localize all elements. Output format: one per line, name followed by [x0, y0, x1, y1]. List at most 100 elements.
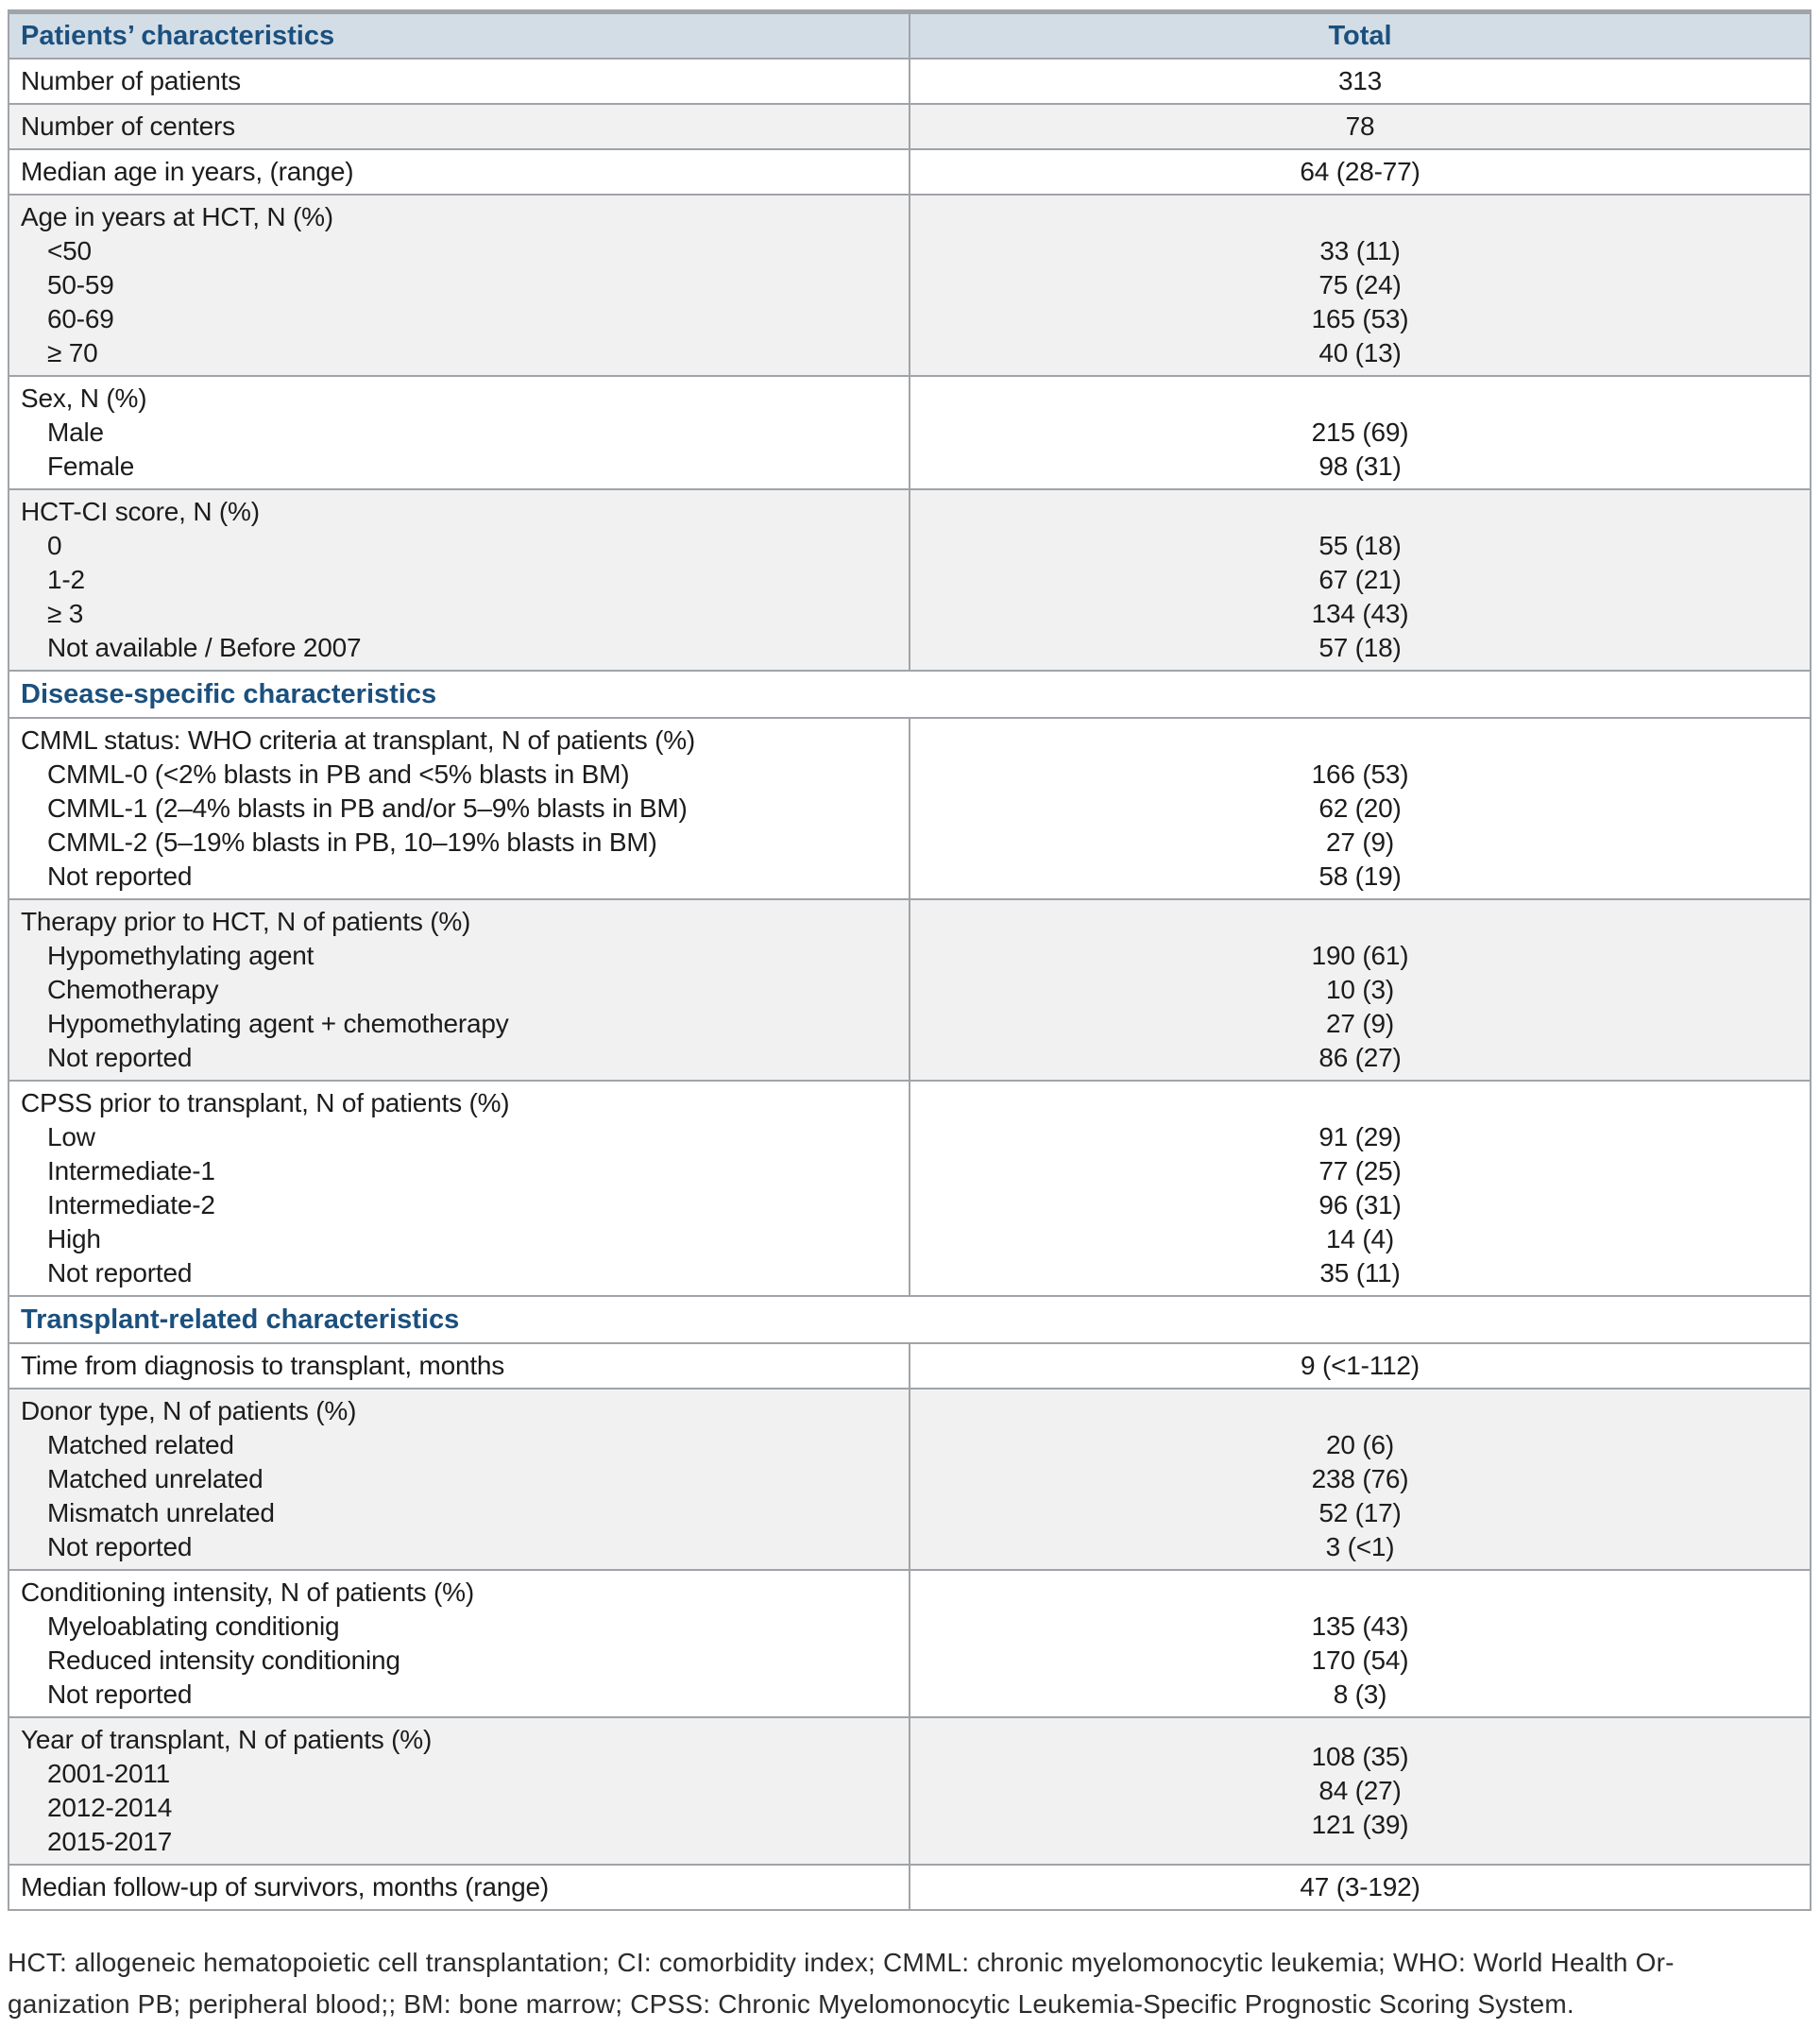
table-row: Number of centers 78	[9, 103, 1810, 148]
row-label-cell: CMML status: WHO criteria at transplant,…	[9, 719, 909, 898]
row-value: 52 (17)	[1318, 1498, 1402, 1527]
row-value: 9 (<1-112)	[1301, 1351, 1420, 1380]
section-header-row: Disease-specific characteristics	[9, 670, 1810, 717]
row-sub-label: CMML-2 (5–19% blasts in PB, 10–19% blast…	[47, 827, 657, 857]
row-value: 3 (<1)	[1325, 1532, 1395, 1561]
row-value: 134 (43)	[1311, 599, 1409, 628]
table-footnote: HCT: allogeneic hematopoietic cell trans…	[8, 1942, 1810, 2025]
row-label-cell: Age in years at HCT, N (%) <50 50-59 60-69 ≥…	[9, 196, 909, 375]
row-sub-label: Not reported	[47, 1258, 193, 1287]
row-value: 84 (27)	[1318, 1776, 1402, 1805]
table-row: Sex, N (%) Male Female 215 (69) 98 (31)	[9, 375, 1810, 488]
row-value: 62 (20)	[1318, 793, 1402, 823]
row-value: 33 (11)	[1319, 236, 1401, 265]
row-sub-label: Not reported	[47, 861, 193, 891]
row-value-spacer	[910, 905, 1810, 939]
row-value: 55 (18)	[1318, 531, 1402, 560]
row-value-cell: 108 (35) 84 (27) 121 (39)	[909, 1718, 1810, 1864]
row-sub-label: 50-59	[47, 270, 114, 299]
row-sub-label: Low	[47, 1122, 95, 1151]
row-value-spacer	[910, 1394, 1810, 1428]
row-label: Donor type, N of patients (%)	[21, 1396, 357, 1425]
row-value-cell: 190 (61) 10 (3) 27 (9) 86 (27)	[909, 900, 1810, 1080]
row-value-spacer	[910, 495, 1810, 529]
row-label: CPSS prior to transplant, N of patients …	[21, 1088, 510, 1117]
row-sub-label: 2015-2017	[47, 1827, 173, 1856]
row-sub-label: Hypomethylating agent	[47, 941, 315, 970]
row-value: 27 (9)	[1326, 827, 1394, 857]
row-sub-label: 1-2	[47, 565, 85, 594]
table-row: CPSS prior to transplant, N of patients …	[9, 1080, 1810, 1295]
row-sub-label: 0	[47, 531, 62, 560]
row-value: 58 (19)	[1318, 861, 1402, 891]
table-row: Median age in years, (range) 64 (28-77)	[9, 148, 1810, 194]
row-sub-label: Hypomethylating agent + chemotherapy	[47, 1009, 509, 1038]
row-label: Number of patients	[21, 66, 241, 95]
column-header-total-cell: Total	[909, 14, 1810, 58]
row-sub-label: 60-69	[47, 304, 114, 333]
row-sub-label: 2012-2014	[47, 1793, 173, 1822]
table-row: Year of transplant, N of patients (%) 200…	[9, 1716, 1810, 1864]
row-value: 14 (4)	[1326, 1224, 1394, 1253]
row-label-cell: Median age in years, (range)	[9, 150, 909, 194]
row-sub-label: Male	[47, 418, 104, 447]
patients-characteristics-table: Patients’ characteristics Total Number o…	[8, 9, 1811, 1911]
table-row: CMML status: WHO criteria at transplant,…	[9, 717, 1810, 898]
table-row: Age in years at HCT, N (%) <50 50-59 60-69 ≥…	[9, 194, 1810, 375]
row-sub-label: Not available / Before 2007	[47, 633, 362, 662]
row-sub-label: Not reported	[47, 1679, 193, 1709]
row-sub-label: CMML-0 (<2% blasts in PB and <5% blasts …	[47, 759, 630, 789]
row-sub-label: Chemotherapy	[47, 975, 219, 1004]
row-value: 57 (18)	[1318, 633, 1402, 662]
footnote-line-2: ganization PB; peripheral blood;; BM: bo…	[8, 1989, 1574, 2019]
row-value-cell: 91 (29) 77 (25) 96 (31) 14 (4) 35 (11)	[909, 1082, 1810, 1295]
table-row: Number of patients 313	[9, 58, 1810, 103]
row-value: 67 (21)	[1318, 565, 1402, 594]
row-label-cell: Median follow-up of survivors, months (r…	[9, 1866, 909, 1909]
row-label: Year of transplant, N of patients (%)	[21, 1725, 433, 1754]
row-value-cell: 64 (28-77)	[909, 150, 1810, 194]
row-value: 91 (29)	[1318, 1122, 1402, 1151]
row-value: 135 (43)	[1311, 1611, 1409, 1641]
row-value: 8 (3)	[1333, 1679, 1387, 1709]
row-label: Age in years at HCT, N (%)	[21, 202, 333, 231]
row-value: 35 (11)	[1319, 1258, 1401, 1287]
row-label: Median follow-up of survivors, months (r…	[21, 1872, 550, 1901]
row-sub-label: Intermediate-2	[47, 1190, 215, 1219]
row-sub-label: ≥ 3	[47, 599, 84, 628]
footnote-line-1: HCT: allogeneic hematopoietic cell trans…	[8, 1948, 1675, 1977]
row-value: 47 (3-192)	[1300, 1872, 1420, 1901]
row-value-spacer	[910, 1576, 1810, 1610]
row-label: HCT-CI score, N (%)	[21, 497, 260, 526]
row-value: 121 (39)	[1311, 1810, 1409, 1839]
row-value: 20 (6)	[1326, 1430, 1394, 1459]
table-row: Median follow-up of survivors, months (r…	[9, 1864, 1810, 1909]
row-label-cell: Number of patients	[9, 60, 909, 103]
row-value-cell: 33 (11) 75 (24) 165 (53) 40 (13)	[909, 196, 1810, 375]
row-value: 98 (31)	[1318, 452, 1402, 481]
row-sub-label: 2001-2011	[47, 1759, 171, 1788]
row-sub-label: Matched related	[47, 1430, 234, 1459]
table-row: Conditioning intensity, N of patients (%…	[9, 1569, 1810, 1716]
row-label-cell: CPSS prior to transplant, N of patients …	[9, 1082, 909, 1295]
row-sub-label: <50	[47, 236, 92, 265]
row-value: 170 (54)	[1311, 1645, 1409, 1675]
table-row: HCT-CI score, N (%) 0 1-2 ≥ 3 Not available …	[9, 488, 1810, 670]
row-sub-label: CMML-1 (2–4% blasts in PB and/or 5–9% bl…	[47, 793, 688, 823]
row-sub-label: High	[47, 1224, 101, 1253]
row-value-spacer	[910, 1086, 1810, 1120]
row-value: 108 (35)	[1311, 1742, 1409, 1771]
section-header-label: Transplant-related characteristics	[21, 1304, 460, 1335]
row-value-cell: 78	[909, 105, 1810, 148]
row-label-cell: Therapy prior to HCT, N of patients (%) H…	[9, 900, 909, 1080]
row-sub-label: Not reported	[47, 1043, 193, 1072]
row-value-spacer	[910, 200, 1810, 234]
row-label: Time from diagnosis to transplant, month…	[21, 1351, 505, 1380]
row-label-cell: Time from diagnosis to transplant, month…	[9, 1344, 909, 1388]
table-row: Therapy prior to HCT, N of patients (%) H…	[9, 898, 1810, 1080]
row-value-cell: 20 (6) 238 (76) 52 (17) 3 (<1)	[909, 1390, 1810, 1569]
row-sub-label: Matched unrelated	[47, 1464, 264, 1493]
row-value: 78	[1345, 111, 1375, 141]
row-value: 75 (24)	[1318, 270, 1402, 299]
row-value: 27 (9)	[1326, 1009, 1394, 1038]
